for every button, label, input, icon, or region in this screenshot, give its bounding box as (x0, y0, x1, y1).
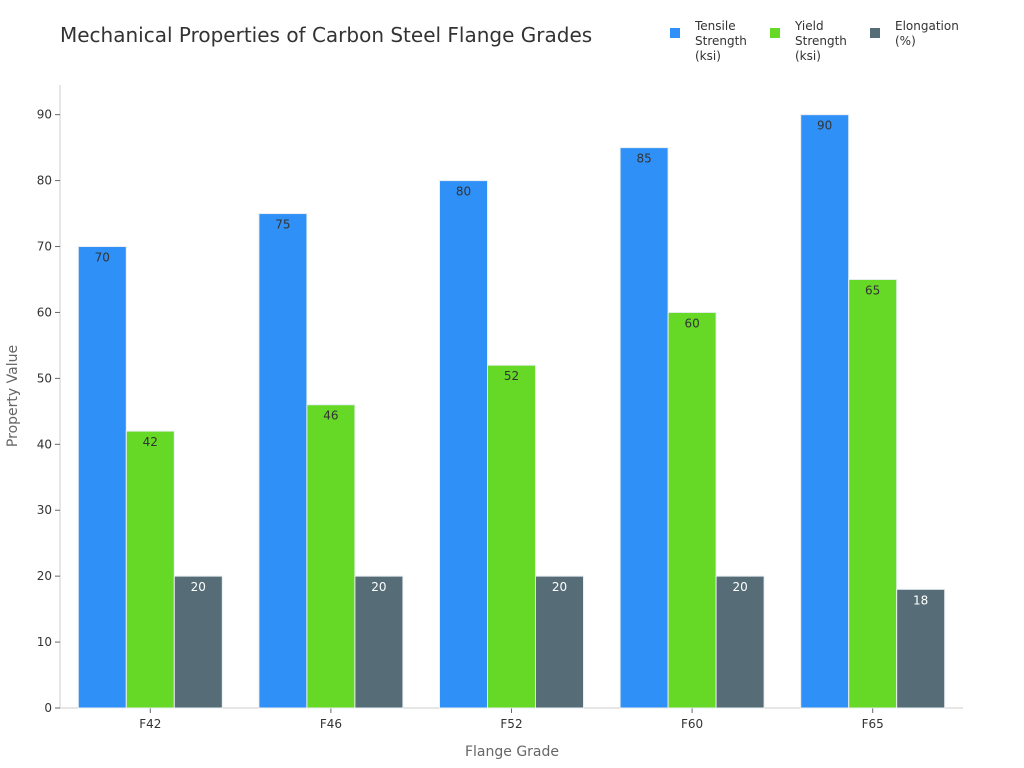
bar (487, 364, 536, 709)
data-label: 46 (323, 409, 338, 423)
y-tick-label: 90 (37, 108, 52, 122)
y-tick-label: 10 (37, 635, 52, 649)
data-label: 70 (95, 251, 110, 265)
y-axis-label: Property Value (5, 345, 21, 447)
data-label: 90 (817, 119, 832, 133)
data-label: 52 (504, 369, 519, 383)
data-label: 20 (732, 580, 747, 594)
bar (715, 575, 765, 709)
bar (535, 575, 584, 709)
y-tick-label: 50 (37, 371, 52, 385)
legend-swatch (770, 28, 780, 38)
x-tick-label: F46 (320, 717, 342, 731)
bar (77, 246, 127, 709)
x-tick-label: F65 (862, 717, 884, 731)
bar (354, 575, 404, 709)
y-tick-label: 30 (37, 503, 52, 517)
x-tick-label: F42 (139, 717, 161, 731)
data-label: 20 (191, 580, 206, 594)
y-tick-label: 60 (37, 305, 52, 319)
bar (800, 114, 850, 709)
bar (173, 575, 223, 709)
bar (258, 213, 308, 709)
legend-label: Elongation (%) (895, 19, 959, 48)
y-tick-label: 70 (37, 240, 52, 254)
y-tick-label: 80 (37, 174, 52, 188)
x-tick-label: F52 (500, 717, 522, 731)
data-label: 42 (143, 435, 158, 449)
x-tick-label: F60 (681, 717, 703, 731)
data-label: 20 (371, 580, 386, 594)
chart-title: Mechanical Properties of Carbon Steel Fl… (60, 23, 592, 47)
legend-swatch (870, 28, 880, 38)
data-label: 65 (865, 283, 880, 297)
y-tick-label: 0 (44, 701, 52, 715)
legend-label: Tensile Strength (ksi) (694, 19, 747, 63)
legend-swatch (670, 28, 680, 38)
bar (306, 404, 356, 709)
y-tick-label: 20 (37, 569, 52, 583)
bar (667, 311, 717, 709)
bar (439, 180, 488, 709)
bar (896, 588, 946, 709)
data-label: 18 (913, 593, 928, 607)
y-tick-label: 40 (37, 437, 52, 451)
data-label: 85 (636, 152, 651, 166)
bar (848, 278, 898, 709)
bar (619, 147, 669, 709)
data-label: 60 (684, 316, 699, 330)
bar (125, 430, 175, 709)
x-axis-label: Flange Grade (465, 744, 559, 760)
data-label: 80 (456, 185, 471, 199)
legend-label: Yield Strength (ksi) (794, 19, 847, 63)
data-label: 20 (552, 580, 567, 594)
data-label: 75 (275, 218, 290, 232)
